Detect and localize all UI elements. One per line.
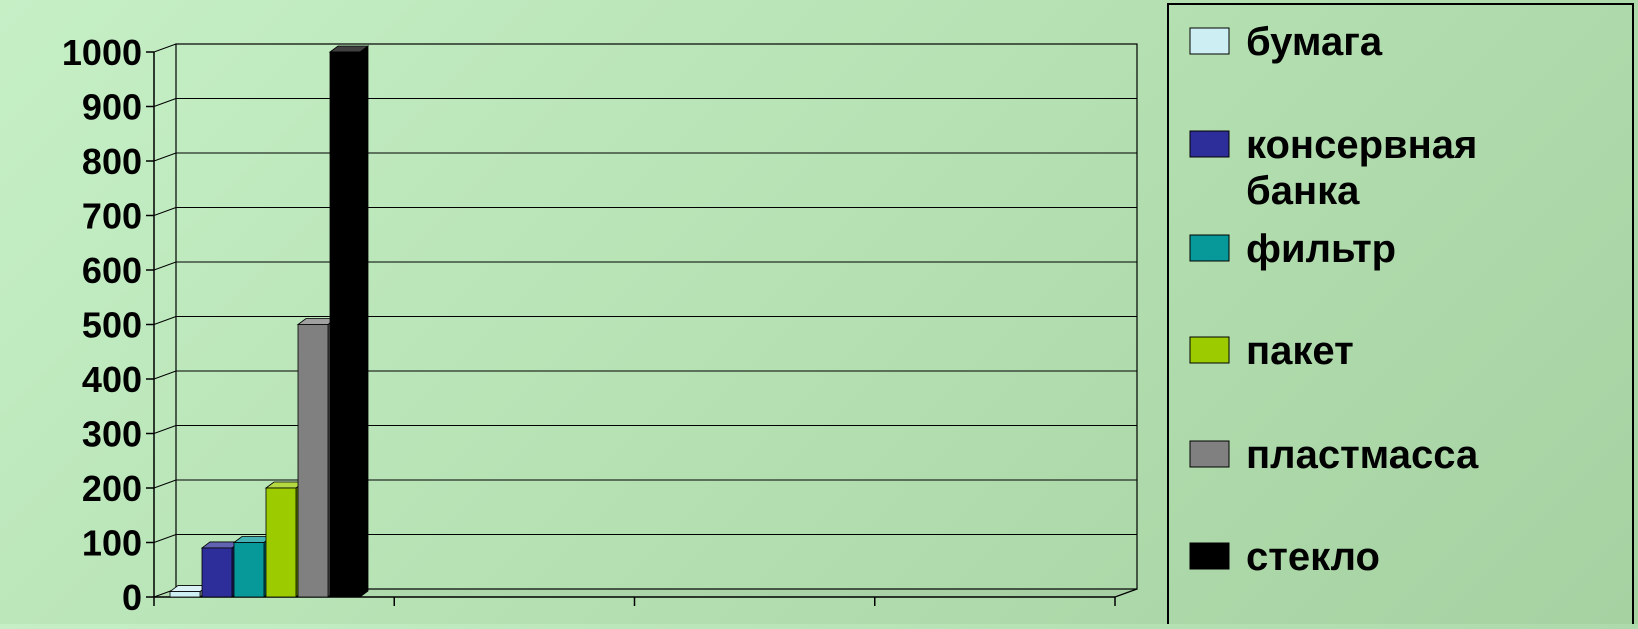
y-tick-label: 1000 [62, 32, 142, 73]
gridline-side [153, 370, 177, 380]
bar-front [265, 487, 297, 598]
legend-swatch [1189, 542, 1230, 570]
floor-edge [1114, 588, 1138, 598]
gridline-side [153, 98, 177, 107]
legend-swatch [1189, 27, 1230, 55]
legend-item: стекло [1189, 535, 1380, 579]
legend-label: консервная [1246, 123, 1477, 167]
legend-swatch [1189, 234, 1230, 262]
gridline-side [153, 534, 177, 543]
gridline-side [153, 316, 177, 325]
legend-item: пластмасса [1189, 433, 1479, 477]
legend-item: пакет [1189, 329, 1354, 373]
legend-label: фильтр [1246, 227, 1396, 271]
bar-front [329, 51, 361, 598]
legend-label: бумага [1246, 20, 1383, 64]
gridline-side [153, 152, 177, 162]
y-tick-label: 900 [82, 87, 142, 128]
legend-item: фильтр [1189, 227, 1396, 271]
gridline-side [153, 261, 177, 271]
plot-floor [154, 589, 1137, 597]
legend-label: пакет [1246, 329, 1354, 373]
bar-side [359, 45, 369, 598]
bar-front [233, 542, 265, 598]
bar-front [201, 547, 233, 598]
y-tick-label: 300 [82, 414, 142, 455]
legend-label: стекло [1246, 535, 1380, 579]
bar-6 [328, 45, 370, 598]
legend-swatch [1189, 440, 1230, 468]
legend-label: пластмасса [1246, 433, 1479, 477]
y-tick-label: 0 [122, 577, 142, 618]
legend-swatch [1189, 130, 1230, 158]
gridline-side [153, 207, 177, 216]
y-tick-label: 500 [82, 305, 142, 346]
y-tick-label: 600 [82, 250, 142, 291]
y-tick-label: 100 [82, 523, 142, 564]
legend-swatch [1189, 336, 1230, 364]
bar-front [169, 591, 201, 598]
gridline-side [153, 43, 177, 53]
bar-front [297, 324, 329, 598]
y-tick-label: 800 [82, 141, 142, 182]
gridline-side [153, 425, 177, 434]
legend-label: банка [1246, 169, 1360, 213]
y-tick-label: 700 [82, 196, 142, 237]
y-tick-label: 400 [82, 359, 142, 400]
legend-box [1167, 3, 1634, 629]
gridline-side [153, 479, 177, 489]
legend-item: бумага [1189, 20, 1383, 64]
y-tick-label: 200 [82, 468, 142, 509]
